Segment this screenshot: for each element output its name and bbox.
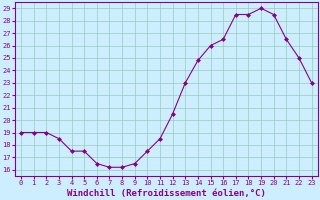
X-axis label: Windchill (Refroidissement éolien,°C): Windchill (Refroidissement éolien,°C) — [67, 189, 266, 198]
